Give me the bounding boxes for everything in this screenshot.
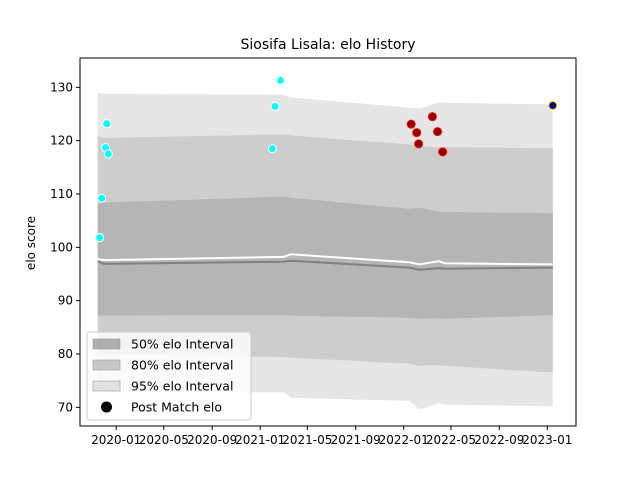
y-tick-label-4: 100 bbox=[50, 240, 73, 254]
legend-label-3: 95% elo Interval bbox=[131, 379, 233, 394]
median-elo-line bbox=[97, 259, 553, 271]
legend-swatch-2 bbox=[92, 359, 121, 371]
y-axis-label: elo score bbox=[24, 216, 38, 270]
x-tick-label-8: 2022-05 bbox=[426, 433, 476, 447]
y-axis: 70 80 90 100 110 120 130 bbox=[50, 80, 80, 414]
post-match-point-10 bbox=[412, 128, 422, 138]
x-tick-label-3: 2020-09 bbox=[187, 433, 237, 447]
legend-label-1: 50% elo Interval bbox=[131, 337, 233, 352]
legend-label-4: Post Match elo bbox=[131, 400, 222, 415]
legend-box bbox=[86, 331, 252, 421]
post-match-point-9 bbox=[406, 119, 416, 129]
x-tick-label-10: 2023-01 bbox=[522, 433, 572, 447]
post-match-point-6 bbox=[267, 144, 277, 154]
legend-label-2: 80% elo Interval bbox=[131, 358, 233, 373]
y-tick-label-1: 70 bbox=[58, 400, 73, 414]
post-match-points bbox=[95, 75, 558, 243]
post-match-point-11 bbox=[414, 139, 424, 149]
y-tick-label-6: 120 bbox=[50, 134, 73, 148]
y-tick-label-3: 90 bbox=[58, 294, 73, 308]
upper-white-line bbox=[97, 253, 553, 266]
elo-lines bbox=[97, 253, 553, 271]
x-tick-label-9: 2022-09 bbox=[474, 433, 524, 447]
x-tick-label-1: 2020-01 bbox=[91, 433, 141, 447]
legend-swatch-3 bbox=[92, 380, 121, 392]
post-match-point-12 bbox=[427, 112, 437, 122]
interval-band-1 bbox=[97, 196, 553, 319]
post-match-point-2 bbox=[97, 193, 107, 203]
x-tick-label-5: 2021-05 bbox=[282, 433, 332, 447]
post-match-point-14 bbox=[438, 147, 448, 157]
post-match-point-13 bbox=[433, 127, 443, 137]
x-tick-label-7: 2022-01 bbox=[379, 433, 429, 447]
post-match-point-7 bbox=[270, 102, 280, 112]
x-tick-label-2: 2020-05 bbox=[139, 433, 189, 447]
x-tick-label-4: 2021-01 bbox=[235, 433, 285, 447]
x-axis: 2020-012020-052020-092021-012021-052021-… bbox=[91, 426, 572, 447]
x-tick-label-6: 2021-09 bbox=[331, 433, 381, 447]
legend-marker-4 bbox=[101, 401, 112, 413]
post-match-point-15 bbox=[548, 100, 558, 110]
post-match-point-4 bbox=[102, 119, 112, 129]
y-tick-label-7: 130 bbox=[50, 80, 73, 94]
chart-title: Siosifa Lisala: elo History bbox=[240, 37, 415, 53]
post-match-point-1 bbox=[95, 233, 105, 243]
y-tick-label-2: 80 bbox=[58, 347, 73, 361]
post-match-point-5 bbox=[103, 149, 113, 159]
interval-bands bbox=[97, 93, 553, 410]
legend: 50% elo Interval 80% elo Interval 95% elo … bbox=[86, 331, 252, 421]
post-match-point-8 bbox=[276, 75, 286, 85]
legend-swatch-1 bbox=[92, 338, 121, 350]
plot-frame bbox=[79, 57, 577, 427]
y-tick-label-5: 110 bbox=[50, 187, 73, 201]
